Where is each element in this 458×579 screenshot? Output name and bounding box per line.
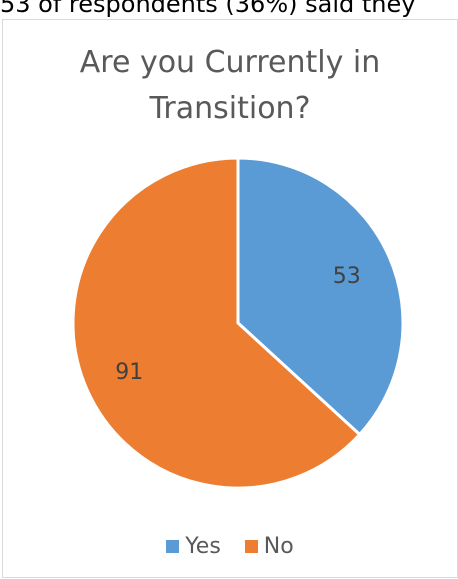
legend-item-yes: Yes <box>166 534 221 559</box>
legend-label-yes: Yes <box>185 534 221 559</box>
chart-container: Are you Currently in Transition? 53 91 Ye… <box>2 19 458 578</box>
legend-swatch-no <box>244 540 258 553</box>
pie-plot: 53 91 <box>71 156 405 490</box>
data-label-no: 91 <box>115 360 143 385</box>
pie-slice-yes <box>236 156 405 437</box>
legend-item-no: No <box>244 534 294 559</box>
data-label-yes: 53 <box>333 264 361 289</box>
chart-title-line-2: Transition? <box>149 91 311 126</box>
legend: Yes No <box>3 534 457 559</box>
chart-title: Are you Currently in Transition? <box>3 40 457 132</box>
legend-swatch-yes <box>166 540 180 553</box>
legend-label-no: No <box>263 534 294 559</box>
header-text: 53 of respondents (36%) said they <box>0 0 416 18</box>
chart-title-line-1: Are you Currently in <box>79 45 381 80</box>
pie-slice-no <box>71 156 362 490</box>
